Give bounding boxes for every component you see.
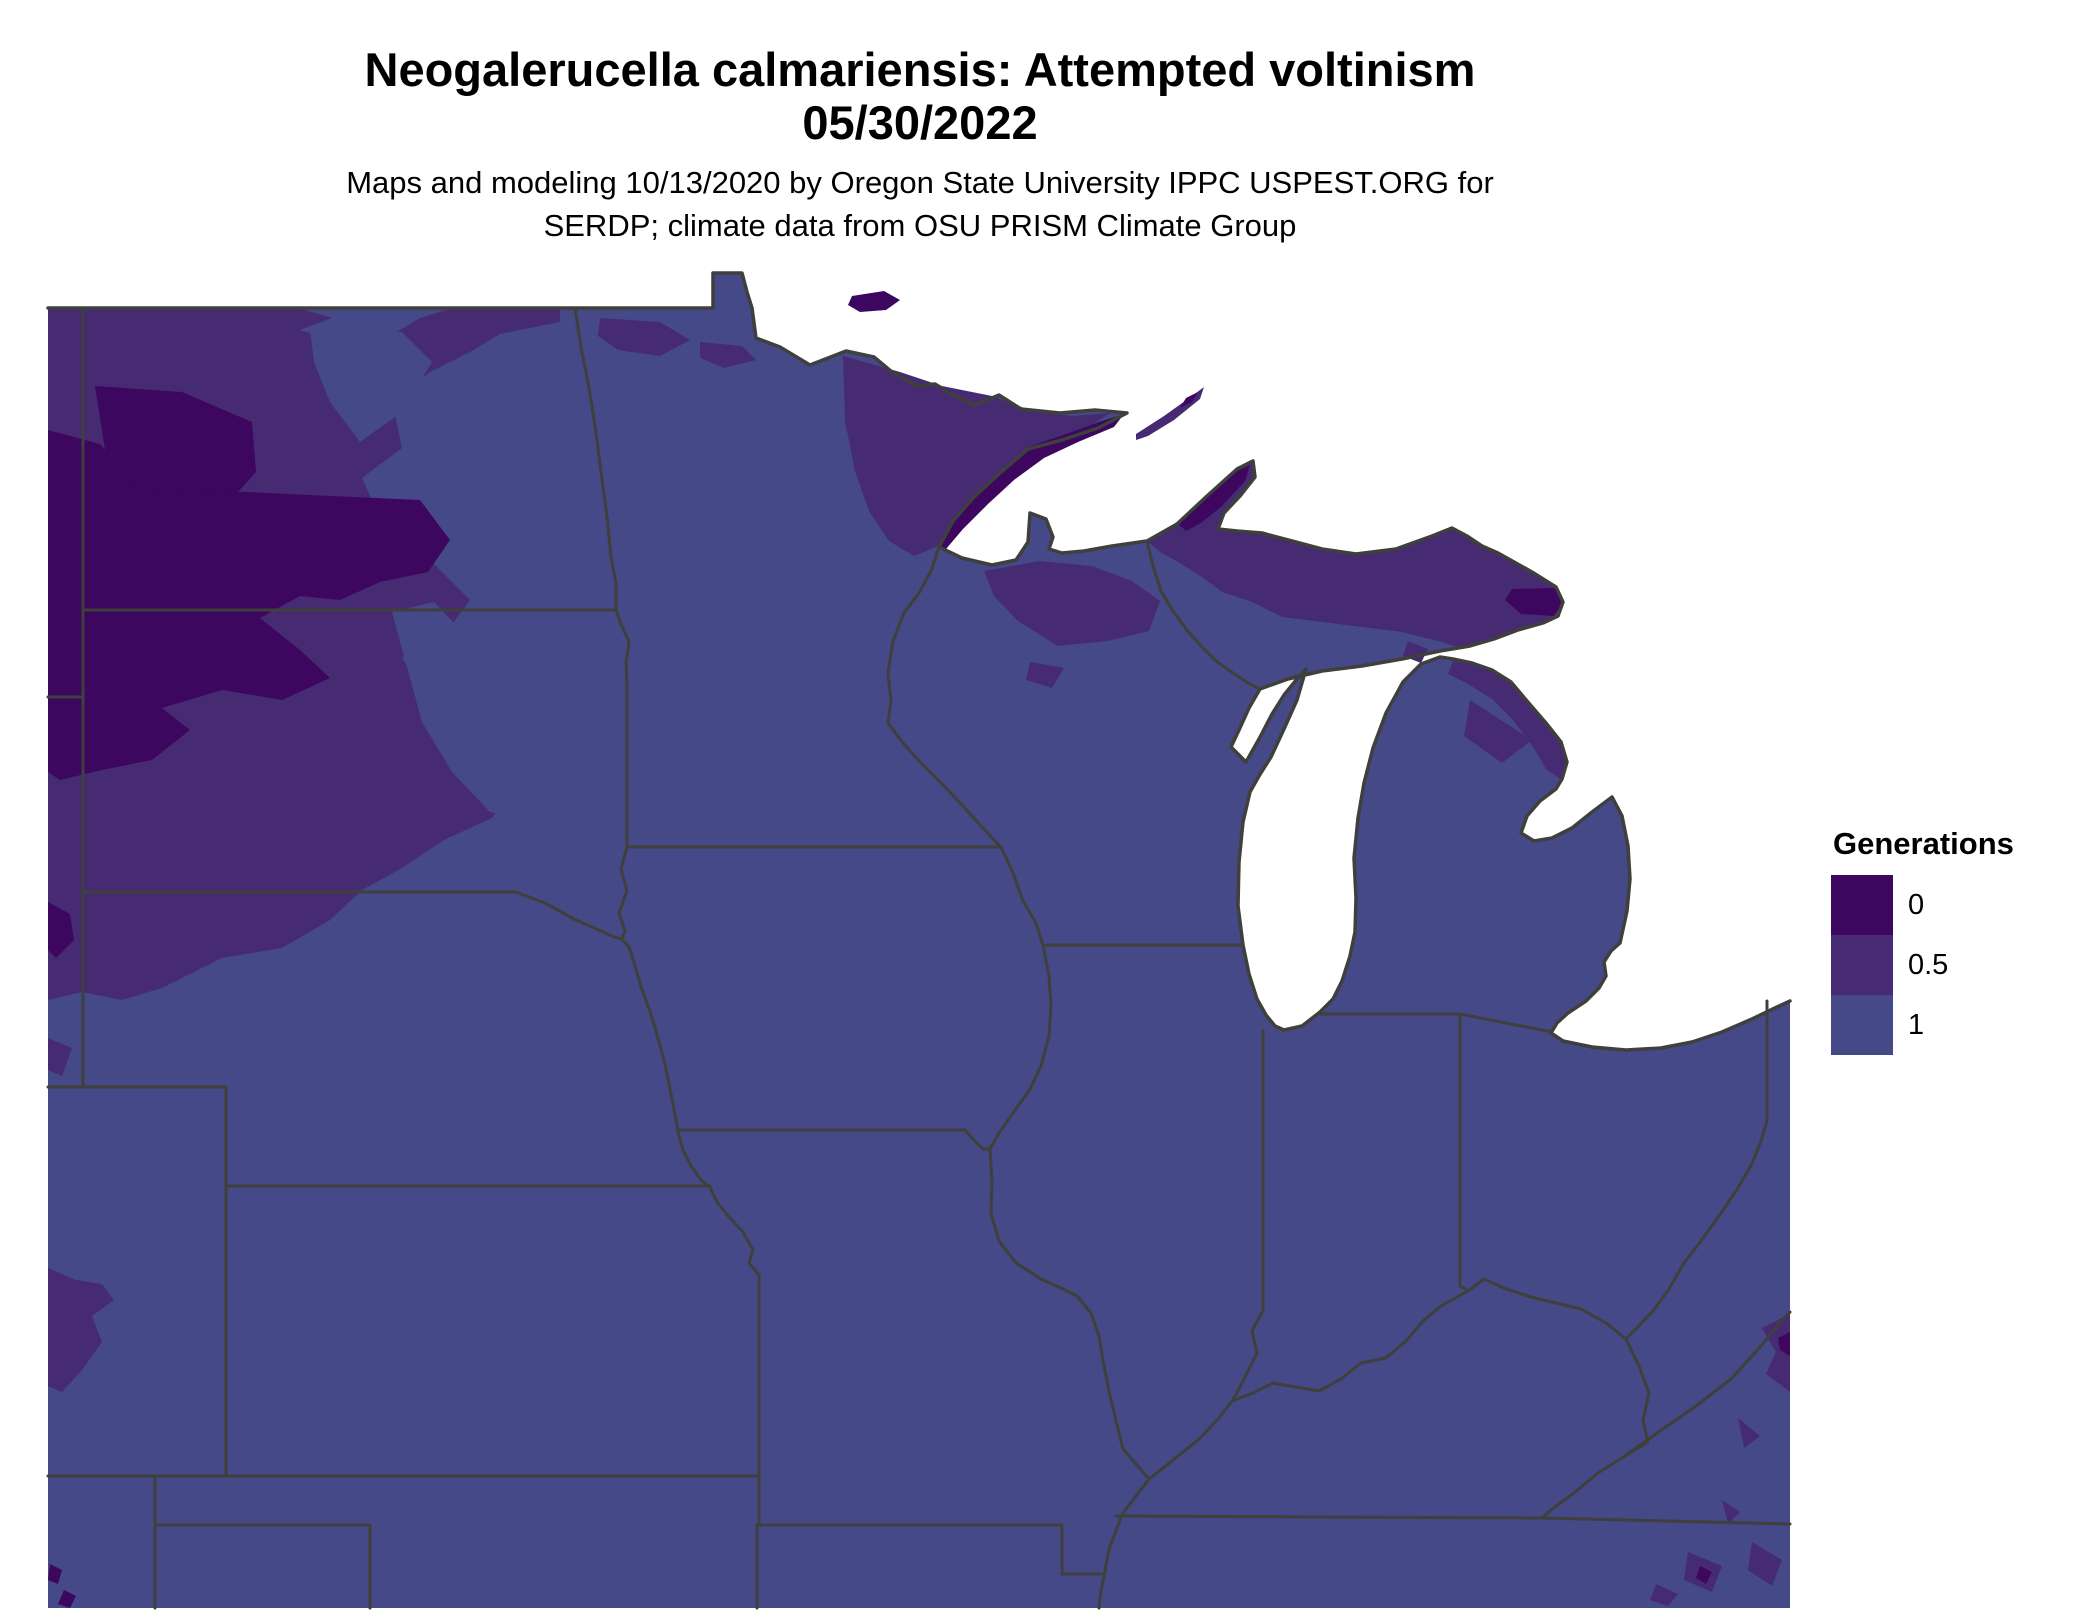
- map-subtitle-line2: SERDP; climate data from OSU PRISM Clima…: [543, 208, 1297, 243]
- coastline: [46, 271, 1792, 1052]
- isle-royale-core: [1180, 392, 1198, 408]
- generation-0-patches: [48, 386, 1790, 1608]
- map-date: 05/30/2022: [802, 96, 1038, 149]
- generation-1-wedges: [310, 330, 558, 822]
- legend-swatches: [1831, 875, 1893, 1055]
- legend-swatch-1: [1831, 995, 1893, 1055]
- legend-label-0: 0: [1908, 888, 1925, 921]
- map-subtitle-line1: Maps and modeling 10/13/2020 by Oregon S…: [346, 165, 1494, 200]
- lake-of-the-woods-island: [848, 291, 900, 312]
- state-borders: [46, 306, 1792, 1610]
- map-title: Neogalerucella calmariensis: Attempted v…: [364, 43, 1476, 96]
- lake-winnebago: [1260, 795, 1277, 834]
- legend-swatch-0: [1831, 875, 1893, 935]
- legend-title: Generations: [1833, 826, 2014, 861]
- legend-swatch-05: [1831, 935, 1893, 995]
- legend-label-1: 1: [1908, 1008, 1925, 1041]
- legend-label-05: 0.5: [1908, 948, 1949, 981]
- legend-labels: 0 0.5 1: [1908, 875, 1948, 1055]
